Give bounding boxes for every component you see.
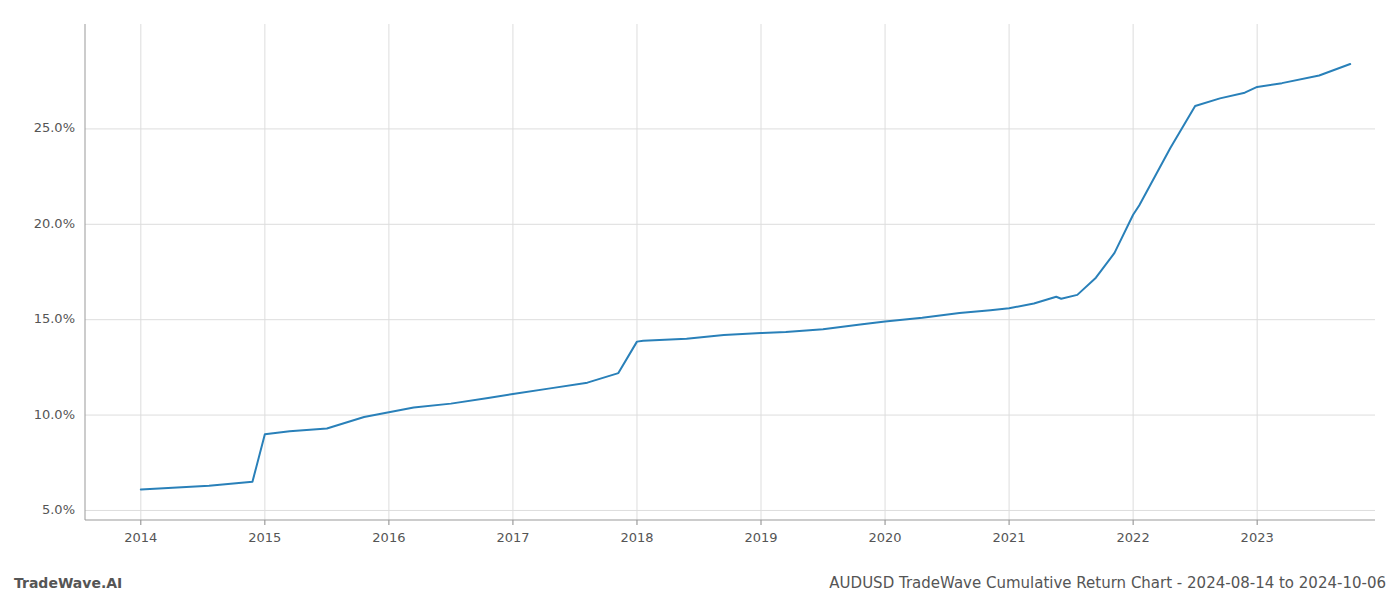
x-tick-label: 2015 — [248, 530, 281, 545]
x-tick-label: 2017 — [496, 530, 529, 545]
y-grid-line — [85, 319, 1375, 320]
x-tick-label: 2022 — [1117, 530, 1150, 545]
x-grid-line — [1133, 24, 1134, 520]
y-tick-label: 5.0% — [42, 502, 75, 517]
background — [0, 0, 1400, 600]
x-tick — [636, 520, 637, 525]
x-tick — [140, 520, 141, 525]
grid — [85, 24, 1375, 520]
x-grid-line — [512, 24, 513, 520]
x-tick — [1009, 520, 1010, 525]
x-tick — [512, 520, 513, 525]
x-tick-label: 2016 — [372, 530, 405, 545]
footer: TradeWave.AI — [14, 575, 122, 591]
y-grid-line — [85, 510, 1375, 511]
x-tick — [388, 520, 389, 525]
plot-area — [141, 64, 1350, 489]
axes: 5.0% 10.0% 15.0% 20.0% 25.0% 2014 2015 2016 2017… — [34, 24, 1375, 545]
x-grid-line — [1009, 24, 1010, 520]
x-grid-line — [140, 24, 141, 520]
x-tick — [885, 520, 886, 525]
x-tick-label: 2023 — [1241, 530, 1274, 545]
x-tick-label: 2020 — [869, 530, 902, 545]
x-tick-label: 2014 — [124, 530, 157, 545]
x-grid-line — [636, 24, 637, 520]
y-tick-label: 25.0% — [34, 120, 75, 135]
x-tick — [761, 520, 762, 525]
title: AUDUSD TradeWave Cumulative Return Chart… — [829, 574, 1386, 592]
chart: 5.0% 10.0% 15.0% 20.0% 25.0% 2014 2015 2016 2017… — [0, 0, 1400, 600]
x-tick-label: 2021 — [993, 530, 1026, 545]
x-grid-line — [1257, 24, 1258, 520]
y-grid-line — [85, 415, 1375, 416]
x-axis-line — [85, 520, 1375, 521]
x-tick — [1257, 520, 1258, 525]
line — [141, 64, 1350, 489]
x-tick-label: 2019 — [744, 530, 777, 545]
x-tick — [264, 520, 265, 525]
x-grid-line — [885, 24, 886, 520]
y-grid-line — [85, 224, 1375, 225]
y-axis-line — [85, 24, 86, 520]
x-grid-line — [264, 24, 265, 520]
y-tick-label: 10.0% — [34, 407, 75, 422]
y-tick-label: 20.0% — [34, 216, 75, 231]
x-grid-line — [388, 24, 389, 520]
x-tick — [1133, 520, 1134, 525]
x-tick-label: 2018 — [620, 530, 653, 545]
x-grid-line — [761, 24, 762, 520]
y-tick-label: 15.0% — [34, 311, 75, 326]
